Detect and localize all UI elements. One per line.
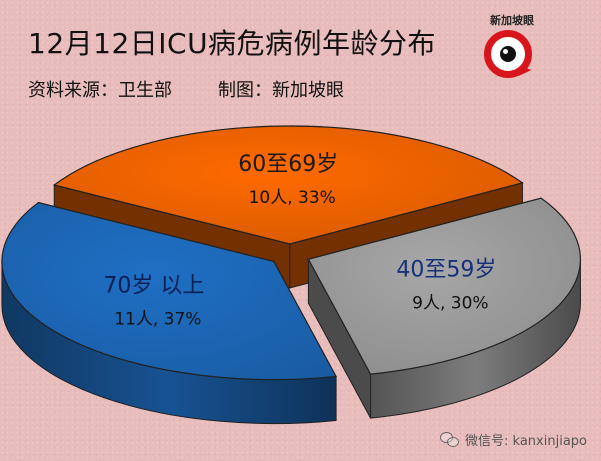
source-line: 资料来源：卫生部 制图：新加坡眼 [28,76,344,102]
pie-tops [1,125,582,381]
watermark-text: 微信号: kanxinjiapo [465,434,587,449]
data-source-text: 资料来源：卫生部 [28,80,172,101]
slice-label: 40至59岁 [396,257,496,282]
pie-slice-2 [1,201,338,381]
chart-title: 12月12日ICU病危病例年龄分布 [28,27,437,60]
watermark: 微信号: kanxinjiapo [440,430,587,449]
brand-logo: 新加坡眼 [474,10,550,96]
slice-value-label: 9人, 30% [412,293,488,313]
eye-logo-icon [484,30,532,78]
pie-slice-0 [52,125,524,245]
pie-slice-1 [307,197,582,375]
slice-label: 60至69岁 [238,152,338,177]
pie-labels: 60至69岁 10人, 33% 40至59岁 9人, 30% 70岁 以上 11人, 37… [103,152,496,329]
slice-value-label: 11人, 37% [114,309,201,329]
made-by-text: 制图：新加坡眼 [218,80,344,101]
slice-label: 70岁 以上 [103,273,204,298]
logo-text: 新加坡眼 [490,14,534,27]
wechat-icon [440,431,460,448]
eye-pupil-icon [500,46,516,62]
slice-value-label: 10人, 33% [249,188,336,208]
